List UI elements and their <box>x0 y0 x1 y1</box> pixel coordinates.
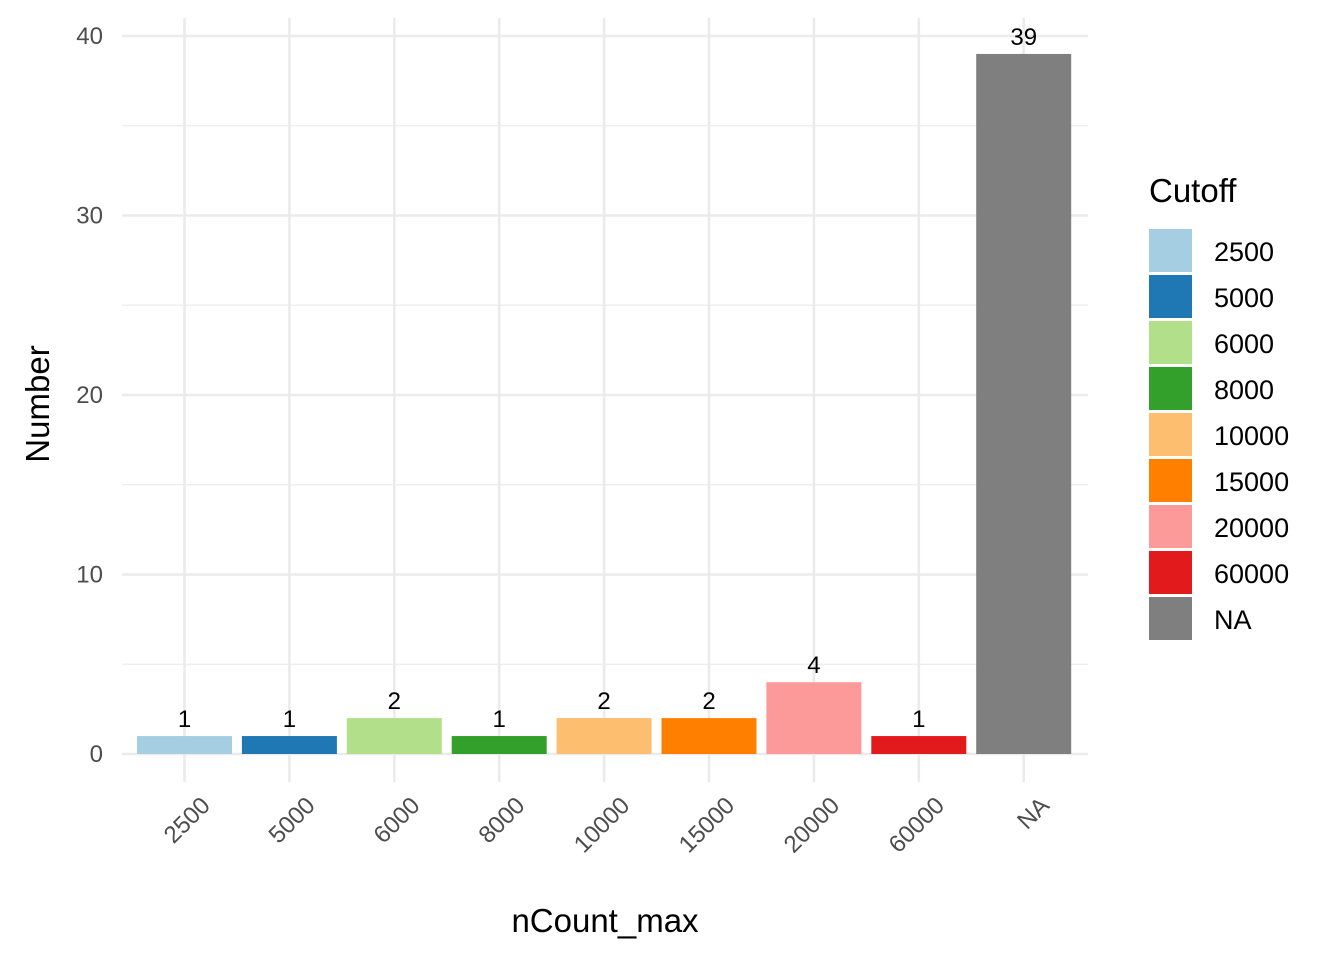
bar-2500 <box>137 736 232 754</box>
data-labels: 1 1 2 1 2 2 4 1 39 <box>178 24 1037 733</box>
legend-label: 5000 <box>1214 283 1274 313</box>
data-label-10000: 2 <box>597 688 610 715</box>
x-tick-label: 6000 <box>369 792 426 849</box>
y-tick-label: 10 <box>76 562 103 589</box>
bars <box>137 53 1072 754</box>
legend-key-60000 <box>1149 551 1192 594</box>
legend-key-6000 <box>1149 321 1192 364</box>
bar-8000 <box>451 736 547 754</box>
y-tick-label: 0 <box>90 741 103 768</box>
x-axis-title: nCount_max <box>511 902 699 939</box>
x-tick-label: 60000 <box>884 792 950 858</box>
legend-label: 10000 <box>1214 421 1289 451</box>
bar-6000 <box>346 718 442 754</box>
grid <box>122 18 1088 782</box>
data-label-2500: 1 <box>178 706 191 733</box>
legend-label: 15000 <box>1214 467 1289 497</box>
x-tick-label: 20000 <box>779 792 845 858</box>
bar-5000 <box>241 736 337 754</box>
legend-label: 6000 <box>1214 329 1274 359</box>
data-label-6000: 2 <box>388 688 401 715</box>
y-tick-label: 30 <box>76 203 103 230</box>
legend-label: 8000 <box>1214 375 1274 405</box>
legend-key-15000 <box>1149 459 1192 502</box>
legend-key-NA <box>1149 597 1192 640</box>
legend-key-8000 <box>1149 367 1192 410</box>
data-label-60000: 1 <box>912 706 925 733</box>
x-tick-label: 5000 <box>264 792 321 849</box>
legend-key-10000 <box>1149 413 1192 456</box>
data-label-20000: 4 <box>807 652 820 679</box>
x-axis-ticks: 2500 5000 6000 8000 10000 15000 20000 60000 NA <box>159 792 1055 858</box>
x-tick-label: 15000 <box>674 792 740 858</box>
y-axis-title: Number <box>19 345 56 462</box>
data-label-15000: 2 <box>702 688 715 715</box>
legend-label: NA <box>1214 605 1252 635</box>
legend-key-2500 <box>1149 229 1192 272</box>
data-label-NA: 39 <box>1010 24 1037 51</box>
bar-20000 <box>766 682 862 754</box>
legend-label: 2500 <box>1214 237 1274 267</box>
y-tick-label: 40 <box>76 23 103 50</box>
x-tick-label: 8000 <box>473 792 530 849</box>
x-tick-label: 2500 <box>159 792 216 849</box>
legend-title: Cutoff <box>1149 172 1237 209</box>
bar-15000 <box>661 718 757 754</box>
legend: Cutoff 2500 5000 6000 8000 10000 15000 20000 60… <box>1149 172 1289 640</box>
legend-key-5000 <box>1149 275 1192 318</box>
x-tick-label: 10000 <box>569 792 635 858</box>
bar-60000 <box>871 736 967 754</box>
legend-label: 20000 <box>1214 513 1289 543</box>
y-axis-ticks: 0 10 20 30 40 <box>76 23 103 768</box>
data-label-5000: 1 <box>283 706 296 733</box>
legend-label: 60000 <box>1214 559 1289 589</box>
bar-10000 <box>556 718 652 754</box>
y-tick-label: 20 <box>76 382 103 409</box>
data-label-8000: 1 <box>493 706 506 733</box>
bar-NA <box>976 53 1072 754</box>
x-tick-label: NA <box>1012 792 1055 835</box>
legend-key-20000 <box>1149 505 1192 548</box>
